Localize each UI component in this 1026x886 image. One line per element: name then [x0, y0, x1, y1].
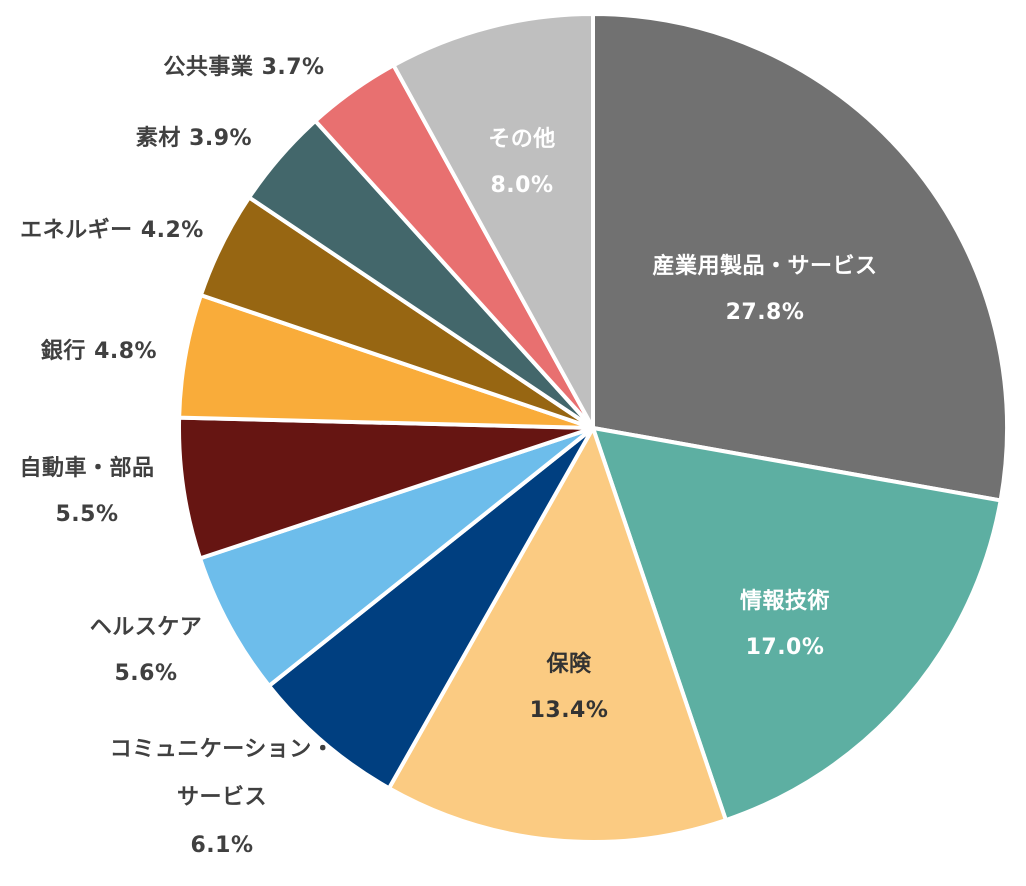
label-insurance-name: 保険 — [546, 652, 592, 677]
label-autos: 自動車・部品 5.5% — [19, 446, 154, 538]
label-healthcare: ヘルスケア 5.6% — [90, 605, 203, 697]
label-materials-text: 素材 3.9% — [135, 126, 253, 151]
pie-slice — [387, 426, 728, 844]
pie-slice — [198, 426, 595, 688]
label-healthcare-value: 5.6% — [114, 661, 178, 686]
pie-slice — [591, 426, 1003, 823]
label-it: 情報技術 17.0% — [740, 579, 830, 671]
label-other-name: その他 — [488, 127, 556, 152]
pie-slice — [391, 12, 595, 430]
label-other-value: 8.0% — [490, 173, 554, 198]
label-autos-name: 自動車・部品 — [19, 456, 155, 481]
label-communication: コミュニケーション・ サービス 6.1% — [110, 726, 335, 870]
label-industrials-name: 産業用製品・サービス — [652, 254, 878, 279]
label-industrials: 産業用製品・サービス 27.8% — [652, 244, 877, 336]
label-materials: 素材 3.9% — [136, 116, 252, 162]
label-it-name: 情報技術 — [739, 589, 831, 614]
label-insurance: 保険 13.4% — [530, 642, 609, 734]
label-utilities-text: 公共事業 3.7% — [163, 55, 325, 80]
label-utilities: 公共事業 3.7% — [163, 45, 324, 91]
label-energy-text: エネルギー 4.2% — [20, 218, 204, 243]
pie-slices — [177, 12, 1009, 844]
label-other: その他 8.0% — [488, 117, 556, 209]
label-autos-value: 5.5% — [55, 502, 119, 527]
pie-slice — [177, 415, 595, 561]
label-communication-name2: サービス — [176, 785, 267, 810]
label-industrials-value: 27.8% — [725, 300, 805, 325]
label-communication-name1: コミュニケーション・ — [109, 737, 335, 762]
label-banks: 銀行 4.8% — [41, 329, 157, 375]
label-energy: エネルギー 4.2% — [20, 208, 204, 254]
label-insurance-value: 13.4% — [529, 698, 609, 723]
label-healthcare-name: ヘルスケア — [89, 615, 203, 640]
pie-slice — [267, 426, 595, 791]
pie-slice — [591, 12, 1009, 503]
label-it-value: 17.0% — [745, 635, 825, 660]
label-communication-value: 6.1% — [190, 833, 254, 858]
label-banks-text: 銀行 4.8% — [40, 339, 158, 364]
